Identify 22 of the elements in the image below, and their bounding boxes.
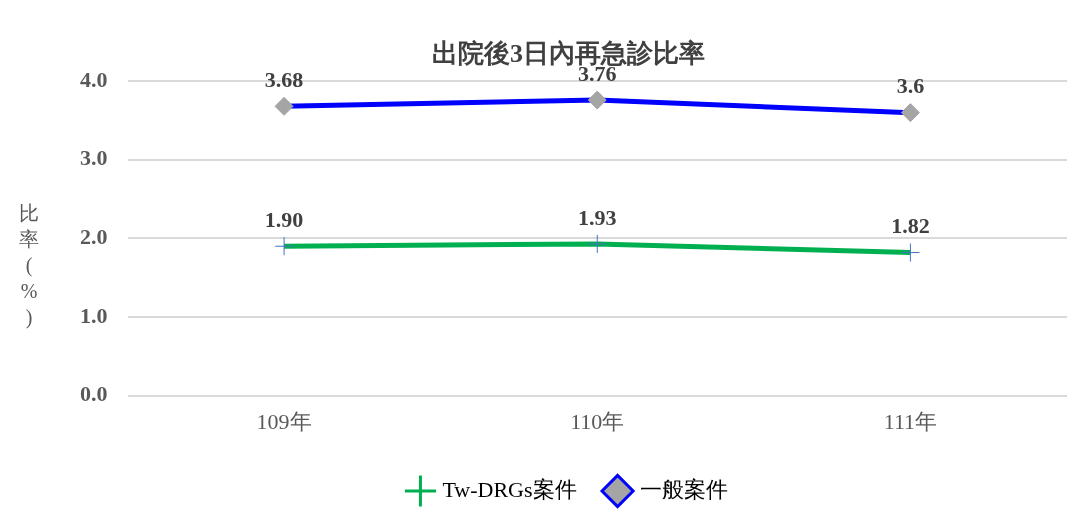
y-tick-label: 4.0 xyxy=(80,66,108,92)
y-tick-label: 1.0 xyxy=(80,302,108,328)
x-tick-label: 111年 xyxy=(883,408,938,434)
point xyxy=(274,96,294,116)
data-label: 3.6 xyxy=(896,73,925,99)
data-label: 1.93 xyxy=(578,204,617,230)
point xyxy=(587,90,607,110)
data-label: 3.68 xyxy=(264,67,304,93)
y-tick-label: 3.0 xyxy=(80,145,108,171)
data-label: 1.90 xyxy=(264,206,304,232)
legend-label: 一般案件 xyxy=(639,476,728,502)
point xyxy=(274,236,294,256)
point xyxy=(900,103,920,123)
data-label: 1.82 xyxy=(891,213,930,239)
point xyxy=(587,234,607,254)
x-tick-label: 110年 xyxy=(570,408,625,434)
legend-label: Tw-DRGs案件 xyxy=(442,476,577,502)
y-tick-label: 0.0 xyxy=(80,381,108,407)
y-tick-label: 2.0 xyxy=(80,224,108,250)
y-axis-title: 比率(%) xyxy=(18,201,40,330)
x-tick-label: 109年 xyxy=(256,408,312,434)
point xyxy=(900,243,920,263)
